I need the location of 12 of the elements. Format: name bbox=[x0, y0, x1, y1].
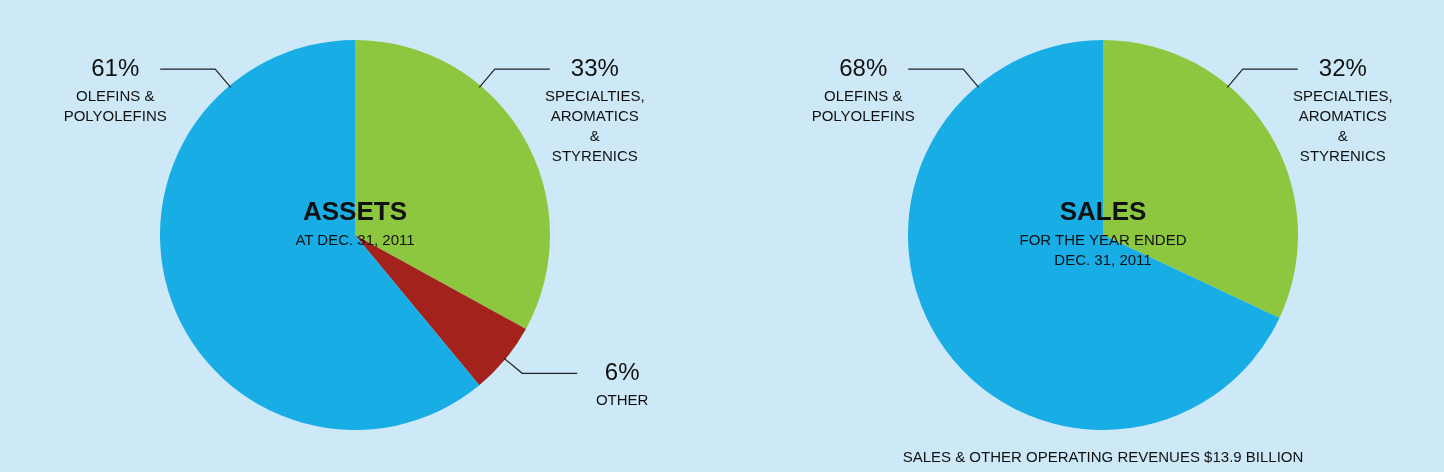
data-label: 61% bbox=[91, 53, 140, 81]
data-label: 32% bbox=[1318, 53, 1367, 81]
text: SALES & OTHER OPERATING REVENUES $13.9 BILLION bbox=[902, 448, 1304, 466]
data-label: 33% bbox=[570, 53, 619, 81]
slice-label: SPECIALTIES, AROMATICS & STYRENICS bbox=[544, 87, 645, 165]
slice-label: SPECIALTIES, AROMATICS & STYRENICS bbox=[1292, 87, 1393, 165]
data-label: 6% bbox=[604, 357, 640, 385]
text: SALES bbox=[1059, 196, 1147, 227]
data-label: 68% bbox=[839, 53, 888, 81]
slice-label: OLEFINS & POLYOLEFINS bbox=[811, 87, 915, 125]
slice-label: OTHER bbox=[595, 391, 649, 409]
slice-label: OLEFINS & POLYOLEFINS bbox=[63, 87, 167, 125]
